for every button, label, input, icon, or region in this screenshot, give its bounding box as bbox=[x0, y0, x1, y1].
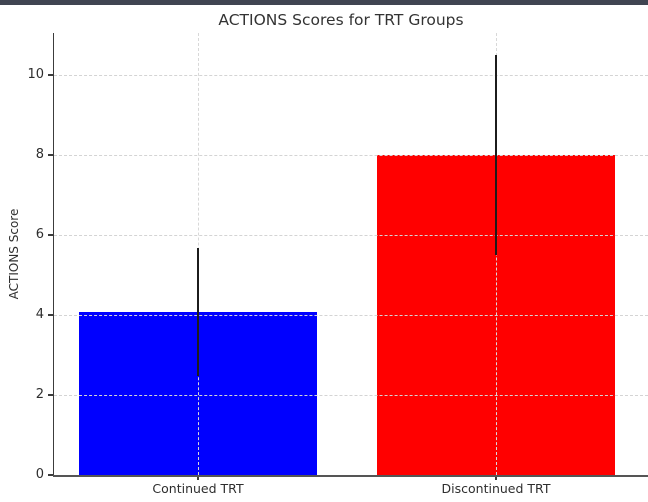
y-axis-spine bbox=[52, 33, 54, 477]
y-gridline bbox=[54, 74, 648, 76]
y-tick-mark bbox=[48, 474, 54, 476]
window-top-bar bbox=[0, 0, 648, 5]
x-tick-mark bbox=[197, 476, 199, 480]
y-tick-label: 8 bbox=[35, 147, 44, 162]
y-tick-mark bbox=[48, 234, 54, 236]
y-tick-label: 10 bbox=[27, 67, 44, 82]
x-tick-label: Discontinued TRT bbox=[441, 481, 551, 496]
y-gridline bbox=[54, 154, 648, 156]
y-tick-label: 0 bbox=[35, 467, 44, 482]
x-axis-spine bbox=[52, 475, 648, 477]
x-tick-mark bbox=[495, 476, 497, 480]
x-tick-label: Continued TRT bbox=[152, 481, 244, 496]
y-gridline bbox=[54, 314, 648, 316]
chart-title: ACTIONS Scores for TRT Groups bbox=[218, 11, 464, 29]
plot-area: 0 2 4 6 8 10 Continued TRT Discontinued TRT bbox=[0, 5, 648, 502]
y-tick-label: 4 bbox=[35, 307, 44, 322]
y-gridline bbox=[54, 234, 648, 236]
y-gridline bbox=[54, 394, 648, 396]
chart-figure: ACTIONS Scores for TRT Groups ACTIONS Sc… bbox=[0, 5, 648, 502]
y-tick-mark bbox=[48, 154, 54, 156]
y-tick-label: 6 bbox=[35, 227, 44, 242]
y-tick-mark bbox=[48, 394, 54, 396]
error-bar-continued-trt bbox=[196, 248, 200, 377]
y-tick-mark bbox=[48, 314, 54, 316]
error-bar-discontinued-trt bbox=[494, 55, 498, 255]
y-tick-mark bbox=[48, 74, 54, 76]
y-tick-label: 2 bbox=[35, 387, 44, 402]
